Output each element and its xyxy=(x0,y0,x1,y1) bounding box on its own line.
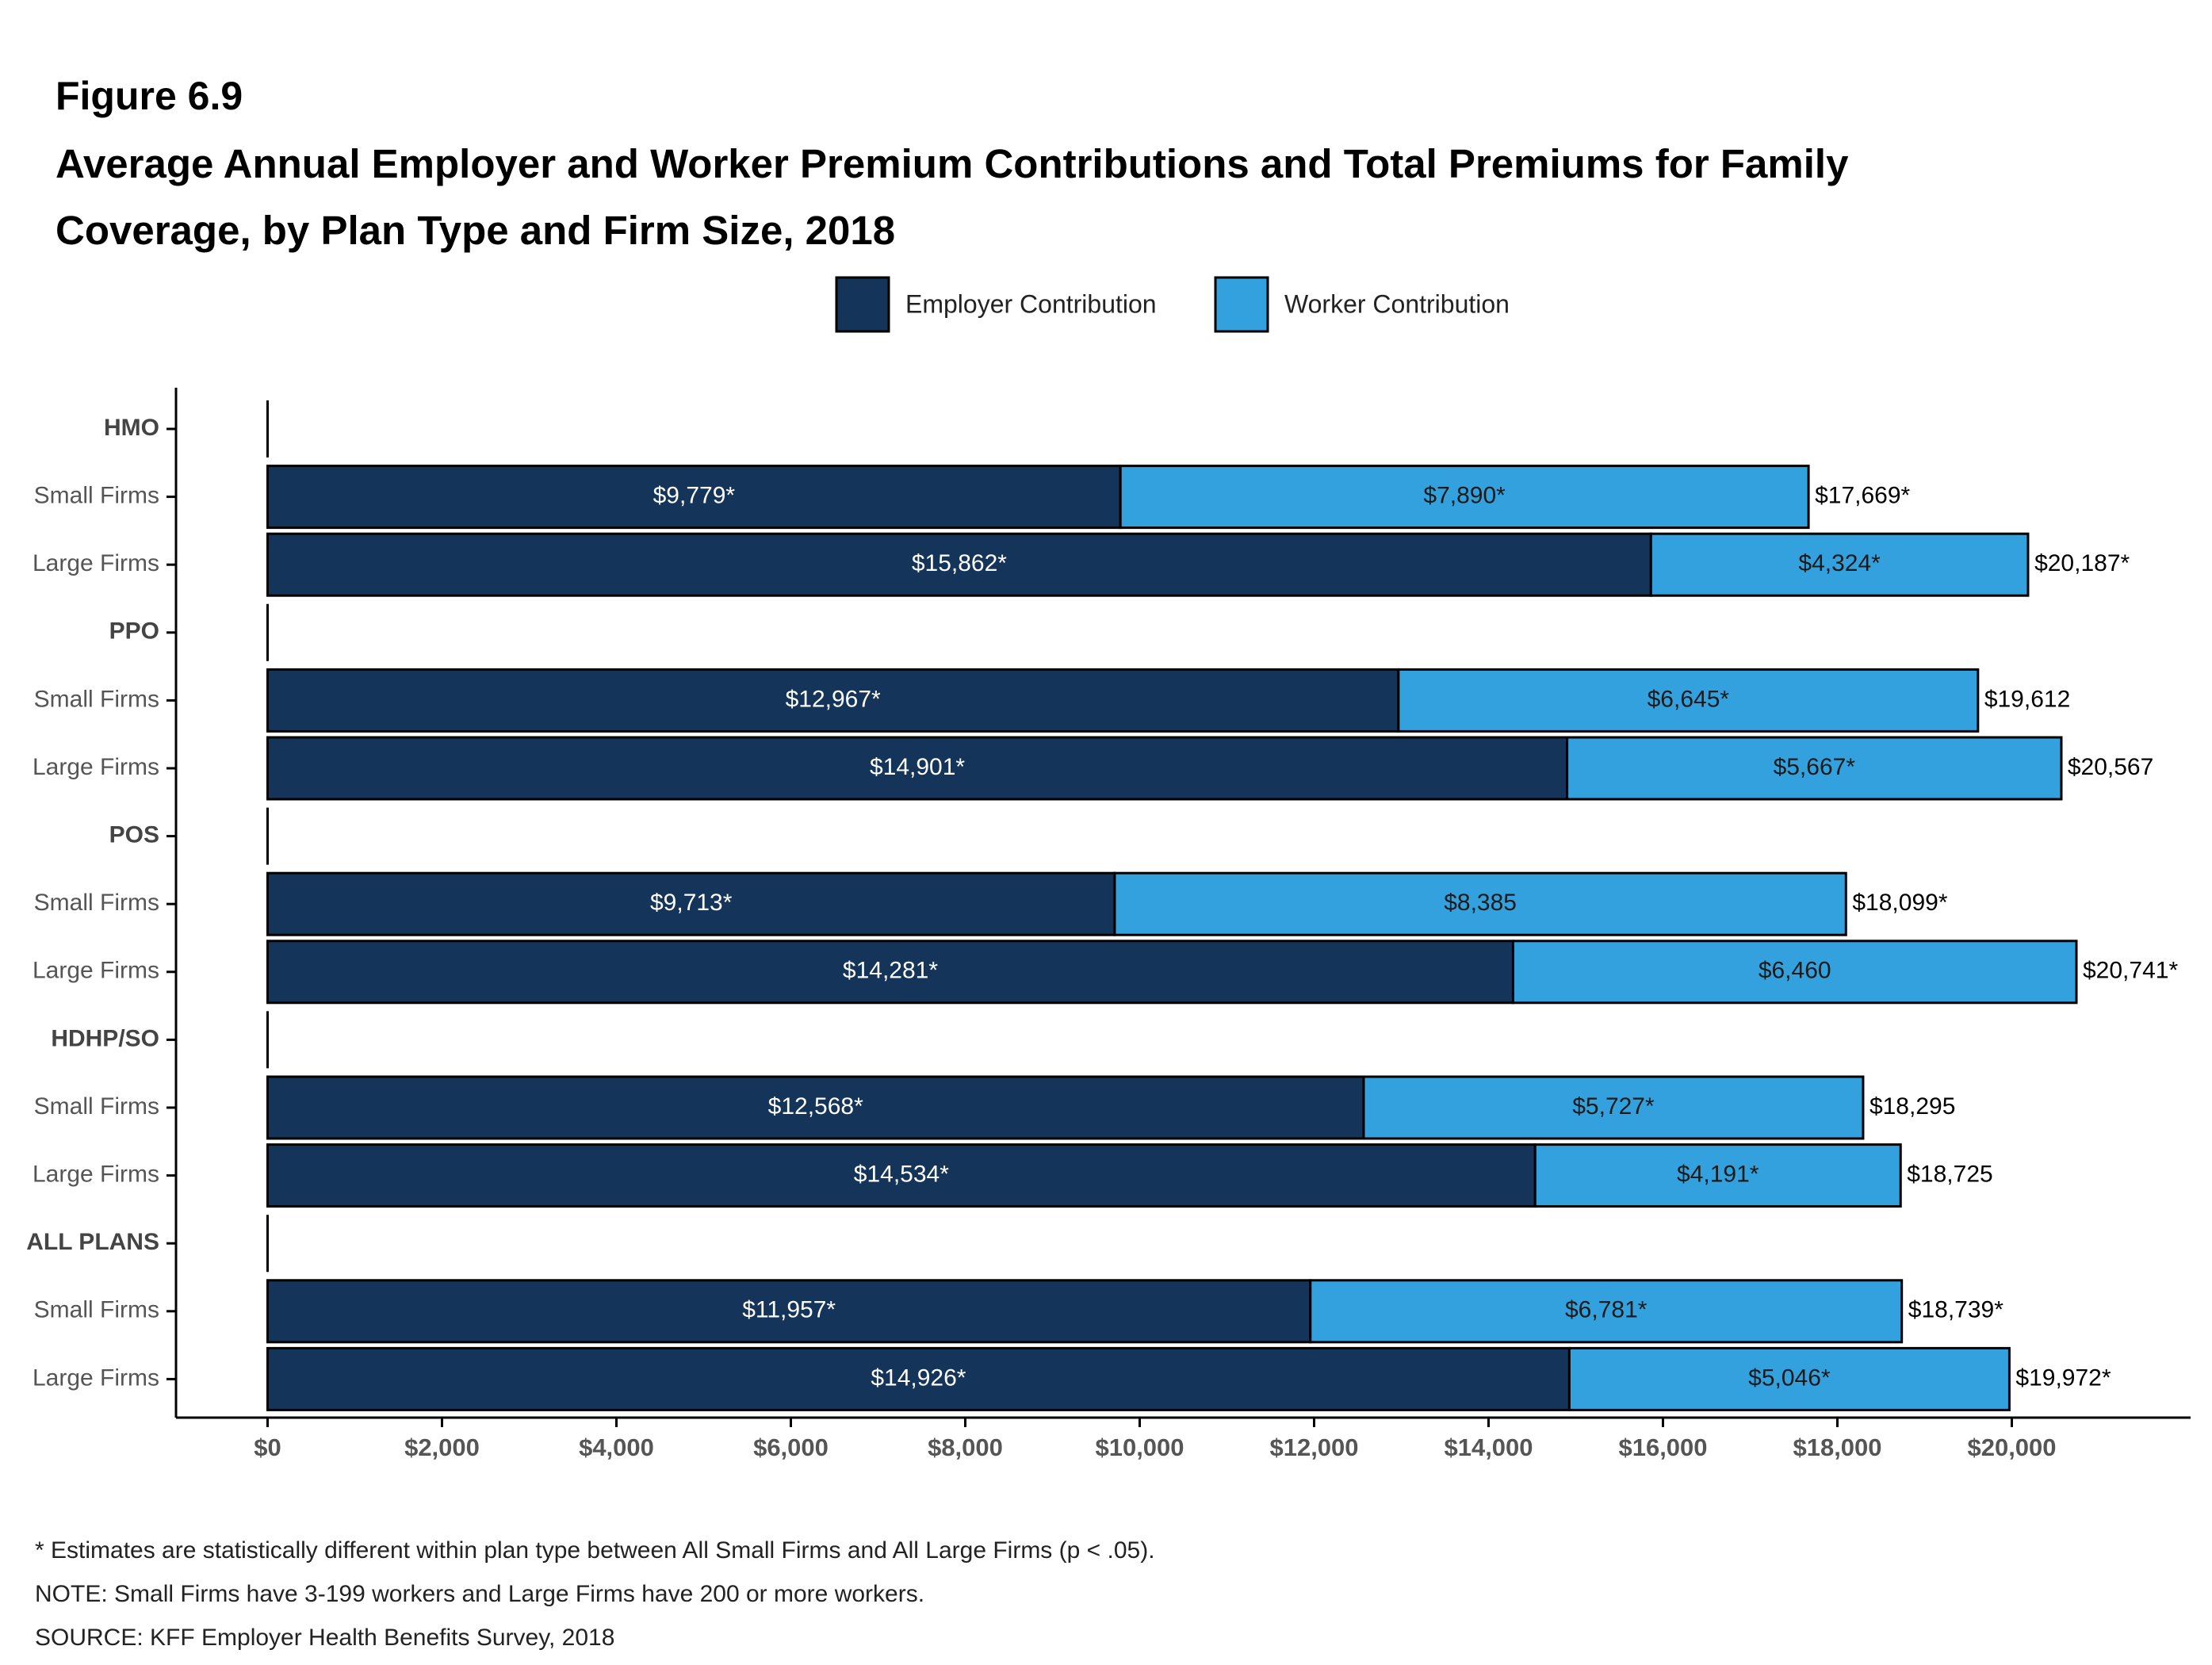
y-tick-label: Large Firms xyxy=(33,958,159,984)
y-tick-label: Large Firms xyxy=(33,550,159,576)
value-label: $4,324* xyxy=(1798,550,1881,576)
value-label: $6,781* xyxy=(1565,1297,1648,1323)
value-label: $14,281* xyxy=(843,958,938,984)
total-label: $19,612 xyxy=(1984,686,2070,712)
total-label: $19,972* xyxy=(2015,1365,2111,1391)
legend-swatch xyxy=(835,276,890,333)
total-label: $18,739* xyxy=(1908,1297,2003,1323)
chart-title: Average Annual Employer and Worker Premi… xyxy=(55,141,1849,253)
y-tick-label: ALL PLANS xyxy=(26,1229,159,1255)
value-label: $4,191* xyxy=(1677,1162,1759,1188)
value-label: $9,713* xyxy=(650,890,733,916)
x-tick-label: $12,000 xyxy=(1269,1433,1358,1461)
value-label: $5,046* xyxy=(1748,1365,1831,1391)
bar-segment xyxy=(1362,1075,1865,1140)
y-tick-label: POS xyxy=(109,822,159,848)
legend-label: Worker Contribution xyxy=(1284,289,1510,318)
y-tick-label: Small Firms xyxy=(34,686,159,712)
value-label: $5,667* xyxy=(1774,754,1856,780)
legend-label: Employer Contribution xyxy=(905,289,1157,318)
x-tick-label: $2,000 xyxy=(404,1433,480,1461)
value-label: $7,890* xyxy=(1423,483,1506,509)
y-tick-label: Large Firms xyxy=(33,1365,159,1391)
footnote: SOURCE: KFF Employer Health Benefits Sur… xyxy=(35,1625,614,1651)
bar-segment xyxy=(1533,1143,1902,1208)
y-tick-label: Large Firms xyxy=(33,754,159,780)
total-label: $18,295 xyxy=(1869,1093,1955,1120)
value-label: $6,460 xyxy=(1759,958,1831,984)
x-tick-label: $14,000 xyxy=(1444,1433,1533,1461)
y-tick-label: PPO xyxy=(109,618,159,645)
footnote: * Estimates are statistically different … xyxy=(35,1537,1155,1564)
value-label: $14,534* xyxy=(854,1162,949,1188)
bar-segment xyxy=(266,1075,1365,1140)
value-label: $6,645* xyxy=(1648,686,1730,712)
bar-segment xyxy=(266,871,1116,936)
y-tick-label: HDHP/SO xyxy=(51,1025,159,1051)
value-label: $14,926* xyxy=(871,1365,966,1391)
figure-label: Figure 6.9 xyxy=(55,74,243,118)
total-label: $20,741* xyxy=(2083,958,2178,984)
x-tick-label: $10,000 xyxy=(1095,1433,1184,1461)
total-label: $18,099* xyxy=(1852,890,1947,916)
value-label: $12,967* xyxy=(786,686,881,712)
bar-segment xyxy=(266,532,1652,597)
bar-segment xyxy=(1309,1279,1904,1344)
value-label: $11,957* xyxy=(742,1297,836,1323)
value-label: $15,862* xyxy=(912,550,1007,576)
y-tick-label: HMO xyxy=(104,415,159,441)
bar-segment xyxy=(1649,532,2030,597)
y-tick-label: Small Firms xyxy=(34,1297,159,1323)
value-label: $14,901* xyxy=(870,754,965,780)
bar-segment xyxy=(266,1143,1537,1208)
x-tick-label: $20,000 xyxy=(1967,1433,2056,1461)
x-tick-label: $6,000 xyxy=(753,1433,829,1461)
total-label: $20,567 xyxy=(2068,754,2153,780)
value-label: $8,385 xyxy=(1444,890,1517,916)
bar-segment xyxy=(1566,736,2063,801)
x-tick-label: $16,000 xyxy=(1618,1433,1707,1461)
bar-segment xyxy=(1113,871,1847,936)
x-tick-label: $8,000 xyxy=(928,1433,1003,1461)
total-label: $18,725 xyxy=(1907,1162,1992,1188)
value-label: $12,568* xyxy=(768,1093,863,1120)
x-tick-label: $4,000 xyxy=(579,1433,654,1461)
bar-segment xyxy=(1567,1346,2011,1411)
x-tick-label: $18,000 xyxy=(1793,1433,1881,1461)
bar-segment xyxy=(1397,668,1980,733)
total-label: $17,669* xyxy=(1815,483,1910,509)
bar-segment xyxy=(266,940,1514,1005)
bar-segment xyxy=(266,668,1400,733)
legend-swatch xyxy=(1214,276,1269,333)
y-tick-label: Small Firms xyxy=(34,483,159,509)
bar-segment xyxy=(1511,940,2078,1005)
bar-segment xyxy=(266,736,1569,801)
x-tick-label: $0 xyxy=(254,1433,281,1461)
y-tick-label: Small Firms xyxy=(34,1093,159,1120)
footnote: NOTE: Small Firms have 3-199 workers and… xyxy=(35,1581,924,1607)
bar-segment xyxy=(1119,465,1810,530)
bar-segment xyxy=(266,465,1122,530)
value-label: $9,779* xyxy=(653,483,736,509)
y-tick-label: Large Firms xyxy=(33,1162,159,1188)
bar-segment xyxy=(266,1279,1312,1344)
value-label: $5,727* xyxy=(1572,1093,1655,1120)
y-tick-label: Small Firms xyxy=(34,890,159,916)
total-label: $20,187* xyxy=(2034,550,2130,576)
